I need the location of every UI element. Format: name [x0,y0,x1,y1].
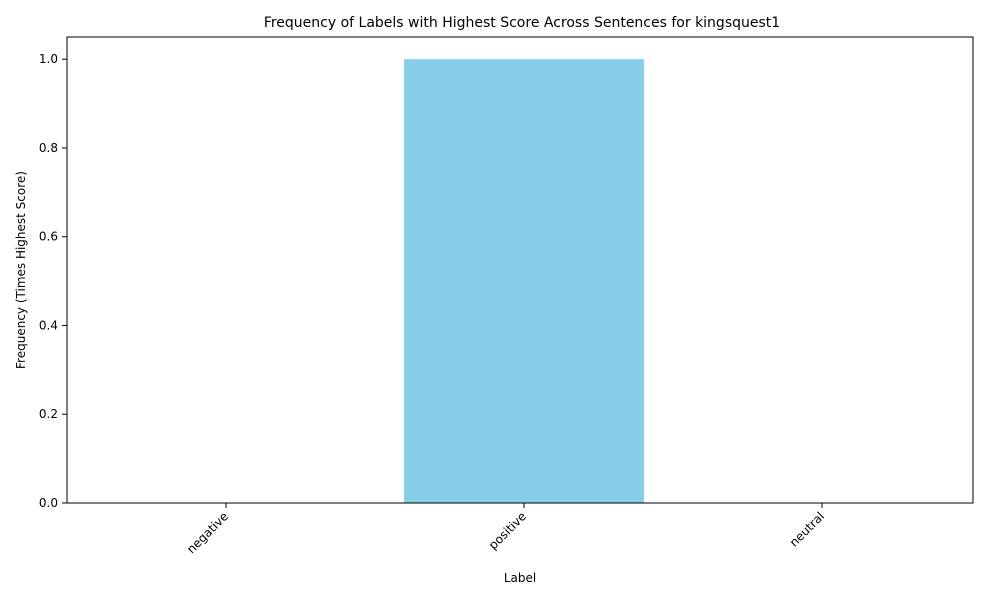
x-tick-label-neutral: neutral [787,509,827,549]
y-axis-label: Frequency (Times Highest Score) [14,171,28,369]
y-tick-label: 0.0 [39,496,58,510]
chart-title: Frequency of Labels with Highest Score A… [264,15,780,31]
x-axis-label: Label [504,571,536,585]
bar-positive [404,59,644,503]
x-axis: negative positive neutral [184,503,827,556]
y-tick-label: 1.0 [39,52,58,66]
x-tick-label-positive: positive [486,509,529,552]
bars-layer [404,59,644,503]
y-tick-label: 0.2 [39,407,58,421]
y-axis: 0.0 0.2 0.4 0.6 0.8 1.0 [39,52,67,510]
y-tick-label: 0.6 [39,230,58,244]
y-tick-label: 0.4 [39,318,58,332]
y-tick-label: 0.8 [39,141,58,155]
plot-frame [66,36,974,504]
x-tick-label-negative: negative [184,509,231,556]
